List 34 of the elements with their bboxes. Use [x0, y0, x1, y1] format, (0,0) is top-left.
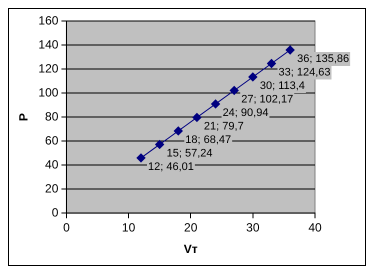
y-tick-label: 40 [45, 157, 59, 172]
y-tick-label: 60 [45, 133, 59, 148]
x-tick-label: 20 [184, 220, 198, 235]
point [174, 126, 183, 136]
y-tick-label: 120 [38, 61, 59, 76]
data-label: 12; 46,01 [148, 160, 194, 173]
y-tick-label: 20 [45, 181, 59, 196]
data-label: 15; 57,24 [166, 147, 213, 160]
x-tick-label: 30 [246, 220, 260, 235]
point [267, 58, 276, 68]
data-label: 36; 135,86 [297, 53, 350, 66]
point [230, 86, 239, 95]
data-label: 21; 79,7 [204, 120, 244, 132]
x-tick-label: 40 [308, 220, 322, 235]
x-tick-label: 10 [122, 220, 136, 235]
data-label: 33; 124,63 [278, 66, 330, 79]
y-axis-title: P [16, 113, 31, 122]
y-tick-label: 140 [38, 37, 59, 52]
data-label: 18; 68,47 [185, 134, 232, 146]
point [155, 140, 164, 149]
y-tick-label: 80 [45, 109, 59, 124]
y-tick-label: 160 [38, 13, 59, 28]
data-label: 27; 102,17 [241, 94, 294, 106]
x-tick-label: 0 [63, 220, 70, 235]
data-label: 24; 90,94 [222, 106, 268, 119]
point [192, 112, 202, 122]
point [248, 72, 258, 82]
point [211, 99, 220, 108]
x-axis-title: Vт [184, 242, 198, 256]
y-tick-label: 100 [38, 85, 59, 100]
point [286, 46, 295, 54]
point [136, 153, 146, 162]
y-tick-label: 0 [52, 206, 59, 220]
data-label: 30; 113,4 [260, 80, 305, 92]
